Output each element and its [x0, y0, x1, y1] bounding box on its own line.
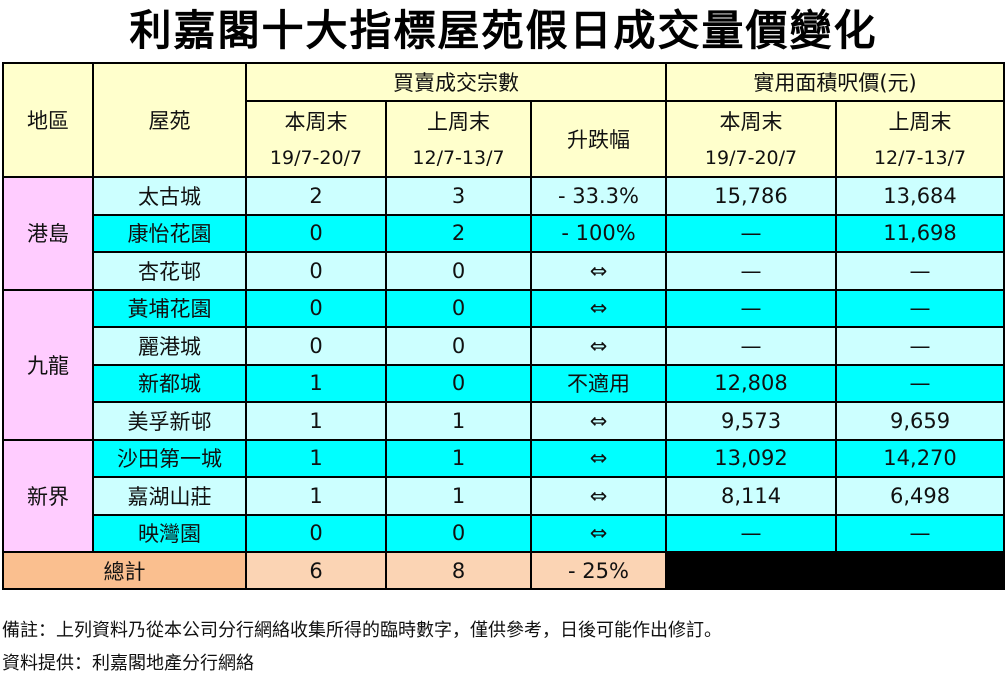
last-week-count: 0	[385, 513, 532, 553]
this-week-count: 1	[245, 476, 387, 516]
this-week-count: 0	[245, 213, 387, 253]
remark-note: 備註：上列資料乃從本公司分行網絡收集所得的臨時數字，僅供參考，日後可能作出修訂。	[2, 620, 722, 641]
region-cell: 九龍	[2, 288, 94, 441]
blank-cell	[665, 551, 838, 590]
price-this-week: —	[665, 288, 838, 328]
blank-cell	[835, 551, 1006, 590]
price-last-week: —	[835, 363, 1006, 403]
this-week-count: 0	[245, 288, 387, 328]
estate-cell: 美孚新邨	[92, 401, 247, 441]
total-change: - 25%	[529, 551, 668, 590]
this-week-count: 0	[245, 251, 387, 291]
last-week-count: 1	[385, 476, 532, 516]
total-last-week: 8	[385, 551, 532, 590]
this-week-count: 1	[245, 438, 387, 478]
price-last-week: 6,498	[835, 476, 1006, 516]
table-row: 新都城 1 0 不適用 12,808—	[3, 363, 1006, 403]
header-price: 實用面積呎價(元)	[665, 62, 1006, 102]
this-week-count: 1	[245, 363, 387, 403]
price-this-week: —	[665, 213, 838, 253]
total-row: 總計 6 8- 25%	[2, 551, 1006, 590]
change-cell: ⇔	[529, 438, 668, 478]
price-last-week: —	[835, 326, 1006, 366]
table-row: 新界 沙田第一城 1 1 ⇔ 13,092 14,270	[2, 438, 1006, 553]
page-title: 利嘉閣十大指標屋苑假日成交量價變化	[129, 6, 878, 55]
price-last-week: —	[835, 288, 1006, 328]
price-this-week: 12,808	[665, 363, 838, 403]
estate-cell: 新都城	[92, 363, 247, 403]
table-row: 麗港城 0 0 ⇔ — —	[3, 326, 1006, 366]
header-this-week: 本周末	[245, 100, 387, 140]
last-week-count: 1	[385, 438, 532, 478]
header-change: 升跌幅	[529, 100, 668, 178]
transaction-table: 地區 屋苑 買賣成交宗數 實用面積呎價(元) 本周末 上周末 升跌幅 本周末 上…	[2, 62, 1006, 590]
last-week-count: 2	[385, 213, 532, 253]
change-cell: - 33.3%	[529, 176, 668, 216]
change-cell: 不適用	[529, 363, 668, 403]
table-row: 港島 太古城 2 3- 33.3% 15,786 13,684	[2, 176, 1006, 291]
header-last-dates: 12/7-13/7	[385, 140, 532, 178]
estate-cell: 麗港城	[92, 326, 247, 366]
region-cell: 港島	[2, 176, 94, 291]
last-week-count: 1	[385, 401, 532, 441]
estate-cell: 康怡花園	[92, 213, 247, 253]
price-this-week: 9,573	[665, 401, 838, 441]
last-week-count: 0	[385, 288, 532, 328]
price-last-week: —	[835, 513, 1006, 553]
change-cell: ⇔	[529, 326, 668, 366]
price-last-week: 11,698	[835, 213, 1006, 253]
table-row: 嘉湖山莊 1 1 ⇔ 8,114 6,498	[3, 476, 1006, 516]
header-estate: 屋苑	[92, 62, 247, 178]
last-week-count: 3	[385, 176, 532, 216]
price-this-week: 8,114	[665, 476, 838, 516]
estate-cell: 杏花邨	[92, 251, 247, 291]
price-last-week: 9,659	[835, 401, 1006, 441]
this-week-count: 1	[245, 401, 387, 441]
estate-cell: 嘉湖山莊	[92, 476, 247, 516]
table-row: 美孚新邨 1 1 ⇔ 9,573 9,659	[3, 401, 1006, 441]
header-price-last-dates: 12/7-13/7	[835, 140, 1006, 178]
this-week-count: 2	[245, 176, 387, 216]
estate-cell: 沙田第一城	[92, 438, 247, 478]
total-label: 總計	[2, 551, 247, 590]
price-last-week: 14,270	[835, 438, 1006, 478]
total-this-week: 6	[245, 551, 387, 590]
header-price-this-week: 本周末	[665, 100, 838, 140]
this-week-count: 0	[245, 326, 387, 366]
price-this-week: 15,786	[665, 176, 838, 216]
estate-cell: 映灣園	[92, 513, 247, 553]
change-cell: ⇔	[529, 513, 668, 553]
change-cell: ⇔	[529, 251, 668, 291]
price-last-week: —	[835, 251, 1006, 291]
change-cell: ⇔	[529, 476, 668, 516]
price-last-week: 13,684	[835, 176, 1006, 216]
header-last-week: 上周末	[385, 100, 532, 140]
header-transactions: 買賣成交宗數	[244, 62, 668, 102]
last-week-count: 0	[385, 363, 532, 403]
last-week-count: 0	[385, 251, 532, 291]
region-cell: 新界	[2, 438, 94, 553]
change-cell: ⇔	[529, 401, 668, 441]
estate-cell: 太古城	[92, 176, 247, 216]
header-price-last-week: 上周末	[835, 100, 1006, 140]
table-row: 杏花邨 0 0 ⇔ — —	[3, 251, 1006, 291]
header-this-dates: 19/7-20/7	[245, 140, 387, 178]
price-this-week: 13,092	[665, 438, 838, 478]
table-row: 映灣園 0 0 ⇔ — —	[3, 513, 1006, 553]
price-this-week: —	[665, 251, 838, 291]
change-cell: ⇔	[529, 288, 668, 328]
table-row: 九龍 黃埔花園 0 0 ⇔ — —	[2, 288, 1006, 441]
price-this-week: —	[665, 326, 838, 366]
header-region: 地區	[2, 62, 94, 178]
last-week-count: 0	[385, 326, 532, 366]
source-note: 資料提供：利嘉閣地產分行網絡	[2, 653, 254, 674]
estate-cell: 黃埔花園	[92, 288, 247, 328]
price-this-week: —	[665, 513, 838, 553]
table-row: 康怡花園 0 2- 100% —11,698	[3, 213, 1006, 253]
header-price-this-dates: 19/7-20/7	[665, 140, 838, 178]
this-week-count: 0	[245, 513, 387, 553]
change-cell: - 100%	[529, 213, 668, 253]
